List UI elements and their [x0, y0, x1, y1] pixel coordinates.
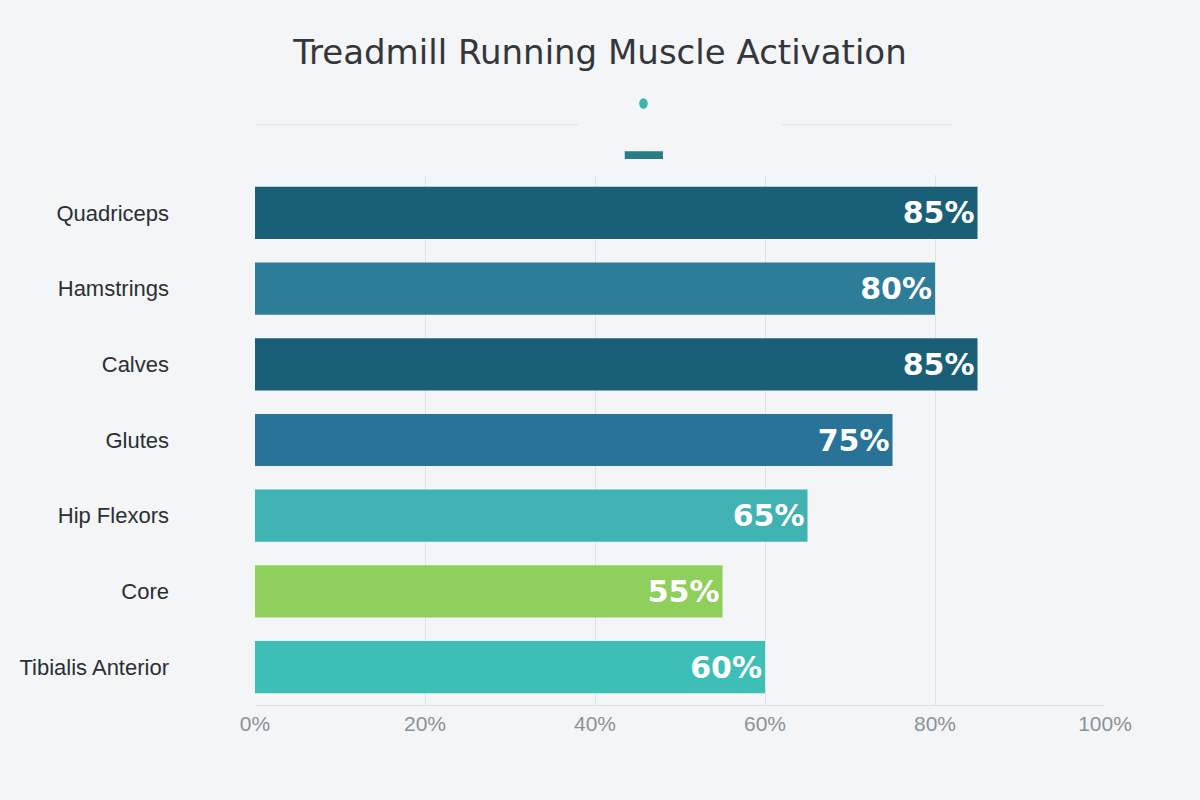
- svg-text:Hip Flexors: Hip Flexors: [58, 503, 169, 528]
- svg-text:Quadriceps: Quadriceps: [56, 201, 169, 226]
- svg-text:60%: 60%: [690, 650, 762, 685]
- svg-text:Treadmill Running Muscle Activ: Treadmill Running Muscle Activation: [292, 32, 906, 72]
- svg-text:0%: 0%: [240, 712, 270, 735]
- svg-text:75%: 75%: [818, 423, 890, 458]
- svg-text:Core: Core: [121, 579, 169, 604]
- svg-text:85%: 85%: [903, 347, 975, 382]
- svg-text:65%: 65%: [733, 498, 805, 533]
- svg-text:Tibialis Anterior: Tibialis Anterior: [19, 655, 169, 680]
- svg-text:Glutes: Glutes: [105, 428, 169, 453]
- svg-text:85%: 85%: [903, 195, 975, 230]
- svg-text:80%: 80%: [914, 712, 956, 735]
- svg-text:55%: 55%: [648, 574, 720, 609]
- svg-text:20%: 20%: [404, 712, 446, 735]
- svg-text:Calves: Calves: [102, 352, 169, 377]
- svg-text:60%: 60%: [744, 712, 786, 735]
- svg-text:40%: 40%: [574, 712, 616, 735]
- svg-text:80%: 80%: [860, 271, 932, 306]
- svg-text:Hamstrings: Hamstrings: [58, 276, 169, 301]
- svg-text:100%: 100%: [1078, 712, 1132, 735]
